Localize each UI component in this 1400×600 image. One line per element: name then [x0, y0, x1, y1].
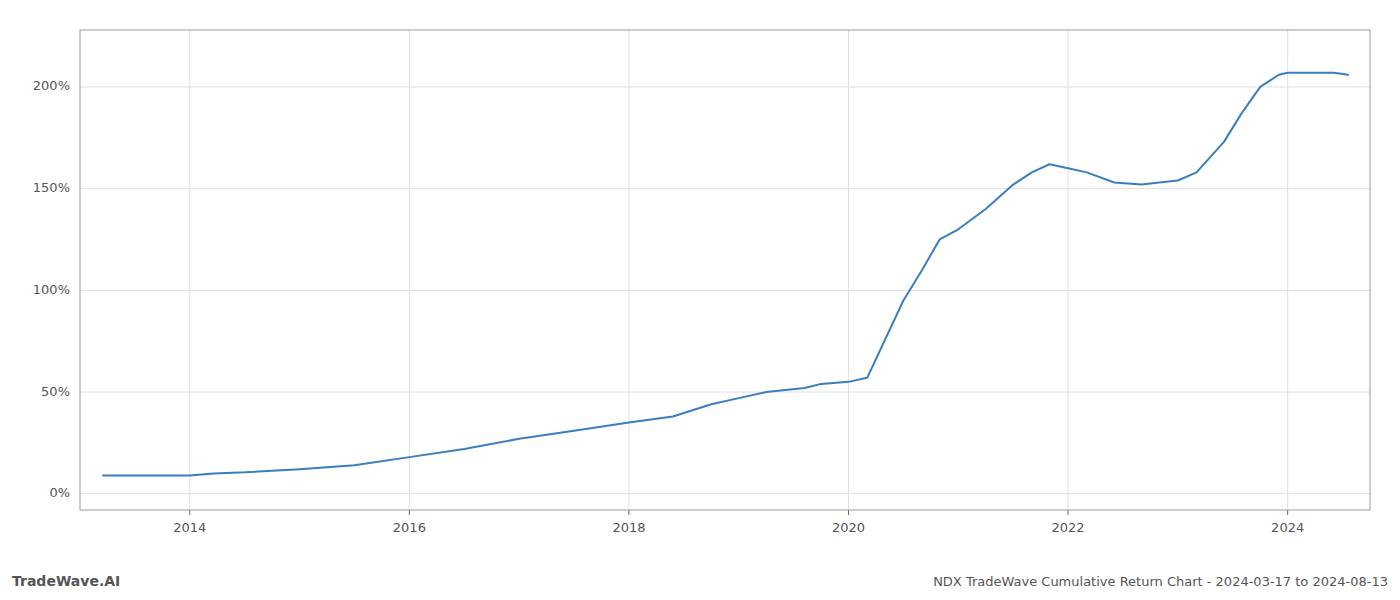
grid: [80, 30, 1370, 510]
x-tick-mark: [1287, 510, 1288, 515]
x-tick-label: 2016: [393, 520, 426, 535]
line-series: [103, 73, 1348, 476]
x-tick-label: 2024: [1271, 520, 1304, 535]
x-tick-mark: [1068, 510, 1069, 515]
y-tick-label: 0%: [49, 485, 70, 500]
y-grid-line: [80, 290, 1370, 291]
chart-container: 0% 50% 100% 150% 200% 2014 2016 2018 2020 2022 202…: [0, 0, 1400, 600]
title: NDX TradeWave Cumulative Return Chart - …: [933, 574, 1388, 589]
y-grid-line: [80, 493, 1370, 494]
x-tick-mark: [628, 510, 629, 515]
x-tick-mark: [409, 510, 410, 515]
x-grid-line: [409, 30, 410, 510]
y-tick-label: 50%: [41, 384, 70, 399]
x-tick-mark: [189, 510, 190, 515]
x-grid-line: [1068, 30, 1069, 510]
data-group: [103, 73, 1348, 476]
x-tick-label: 2018: [612, 520, 645, 535]
y-tick-label: 150%: [33, 180, 70, 195]
background: [0, 0, 1400, 600]
x-tick-label: 2020: [832, 520, 865, 535]
plot-frame: [80, 30, 1370, 510]
x-grid-line: [1287, 30, 1288, 510]
x-grid-line: [189, 30, 190, 510]
x-grid-line: [848, 30, 849, 510]
x-tick-label: 2022: [1052, 520, 1085, 535]
axes: 0% 50% 100% 150% 200% 2014 2016 2018 2020 2022 202…: [33, 30, 1370, 535]
y-tick-label: 200%: [33, 78, 70, 93]
y-grid-line: [80, 392, 1370, 393]
x-grid-line: [628, 30, 629, 510]
watermark: TradeWave.AI: [12, 573, 120, 589]
chart-svg: 0% 50% 100% 150% 200% 2014 2016 2018 2020 2022 202…: [0, 0, 1400, 600]
y-tick-label: 100%: [33, 282, 70, 297]
y-grid-line: [80, 188, 1370, 189]
x-tick-label: 2014: [173, 520, 206, 535]
y-grid-line: [80, 86, 1370, 87]
x-tick-mark: [848, 510, 849, 515]
